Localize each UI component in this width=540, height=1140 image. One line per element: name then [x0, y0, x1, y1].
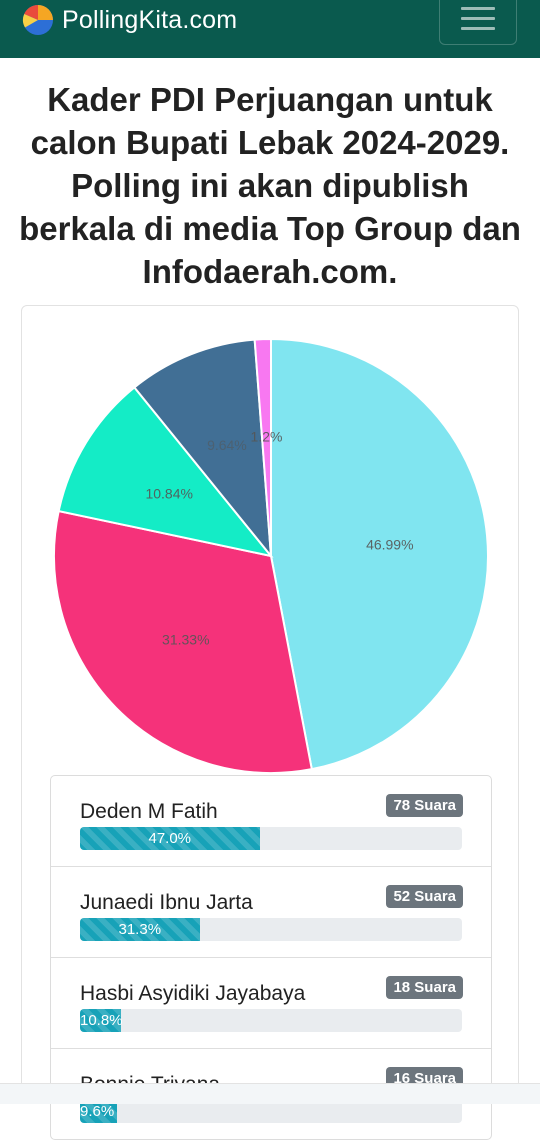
hamburger-menu-icon: [461, 7, 495, 10]
progress-bar: 47.0%: [80, 827, 462, 850]
vote-count-badge: 52 Suara: [386, 885, 463, 908]
vote-count-badge: 18 Suara: [386, 976, 463, 999]
pie-slice: [53, 509, 313, 774]
pie-slice: [270, 337, 489, 771]
pie-slice: [57, 386, 274, 558]
results-list: Deden M Fatih 78 Suara 47.0% Junaedi Ibnu J…: [50, 775, 492, 1140]
result-item: Junaedi Ibnu Jarta 52 Suara 31.3%: [51, 866, 491, 957]
pie-slice: [132, 338, 273, 560]
candidate-name: Junaedi Ibnu Jarta: [80, 891, 253, 914]
pie-slice-label: 46.99%: [366, 537, 413, 553]
progress-bar: 10.8%: [80, 1009, 462, 1032]
brand-name: PollingKita.com: [62, 5, 238, 34]
candidate-name: Hasbi Asyidiki Jayabaya: [80, 982, 306, 1005]
pie-slice-label: 9.64%: [207, 437, 247, 453]
pie-slice-label: 1.2%: [251, 429, 283, 445]
result-item: Hasbi Asyidiki Jayabaya 18 Suara 10.8%: [51, 957, 491, 1048]
pie-chart: 46.99% 31.33% 10.84% 9.64%1.2%: [53, 337, 489, 774]
vote-count-badge: 78 Suara: [386, 794, 463, 817]
bottom-bar: [0, 1083, 540, 1104]
pie-slice: [253, 337, 272, 557]
brand-link[interactable]: PollingKita.com: [22, 0, 237, 40]
pie-slice-label: 31.33%: [162, 632, 209, 648]
progress-fill: 47.0%: [80, 827, 260, 850]
poll-title: Kader PDI Perjuangan untuk calon Bupati …: [19, 81, 521, 290]
pie-logo-icon: [22, 4, 53, 35]
progress-bar: 31.3%: [80, 918, 462, 941]
hamburger-menu-button[interactable]: [439, 0, 517, 45]
pie-slice-label: 10.84%: [145, 486, 192, 502]
top-navbar: PollingKita.com: [0, 0, 540, 58]
progress-fill: 31.3%: [80, 918, 200, 941]
result-item: Deden M Fatih 78 Suara 47.0%: [51, 776, 491, 866]
candidate-name: Deden M Fatih: [80, 800, 218, 823]
progress-fill: 10.8%: [80, 1009, 123, 1032]
